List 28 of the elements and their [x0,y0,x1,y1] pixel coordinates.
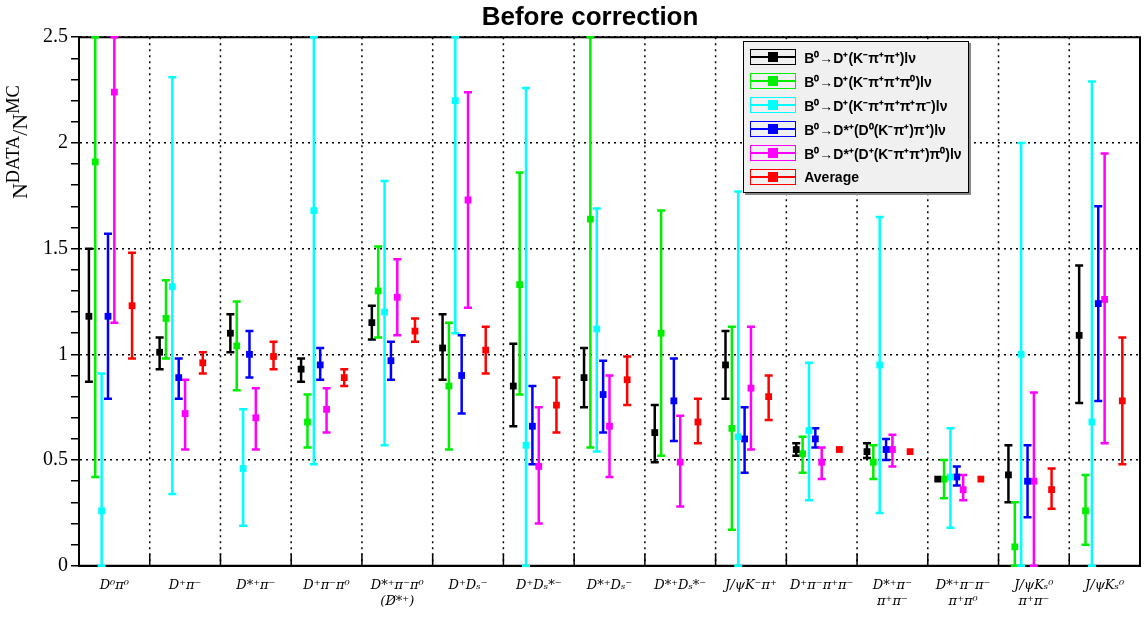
x-tick-label: D*⁺π⁻π⁻π⁺π⁰ [934,576,991,608]
x-tick-label: D*⁺π⁻π⁰ (D̸*⁺) [369,576,425,608]
y-tick-label: 2 [58,130,68,153]
x-tick-label: D⁰π⁰ [98,576,130,592]
legend-label: B⁰→D*⁺(D⁺(K⁻π⁺π⁺)π⁰)lν [804,144,962,163]
y-tick-label: 0.5 [43,447,68,470]
y-tick-label: 0 [58,553,68,576]
legend-label: Average [804,169,859,186]
y-tick-label: 1 [58,341,68,364]
y-tick-label: 2.5 [43,24,68,47]
x-tick-label: J/ψKₛ⁰ [1082,576,1125,592]
chart-title: Before correction [481,0,699,31]
legend-label: B⁰→D⁺(K⁻π⁺π⁺π⁺π⁻)lν [804,96,948,115]
legend-label: B⁰→D⁺(K⁻π⁺π⁺)lν [804,48,917,67]
x-tick-label: D*⁺π⁻π⁺π⁻ [871,576,913,608]
x-tick-label: D⁺π⁻π⁺π⁻ [788,576,854,592]
x-tick-label: J/ψKₛ⁰π⁺π⁻ [1011,576,1055,608]
x-tick-label: D⁺Dₛ*⁻ [515,576,562,592]
x-tick-label: D⁺Dₛ⁻ [447,576,488,592]
x-tick-label: D*⁺π⁻ [235,576,276,592]
x-tick-label: D*⁺Dₛ⁻ [585,576,633,592]
legend-label: B⁰→D*⁺(D⁰(K⁻π⁺)π⁺)lν [804,120,946,139]
y-tick-label: 1.5 [43,235,68,258]
x-tick-label: D⁺π⁻ [167,576,202,592]
x-tick-label: J/ψK⁻π⁺ [722,576,777,592]
x-tick-label: D*⁺Dₛ*⁻ [653,576,707,592]
x-tick-label: D⁺π⁻π⁰ [302,576,351,592]
legend-label: B⁰→D⁺(K⁻π⁺π⁺π⁰)lν [804,72,932,91]
